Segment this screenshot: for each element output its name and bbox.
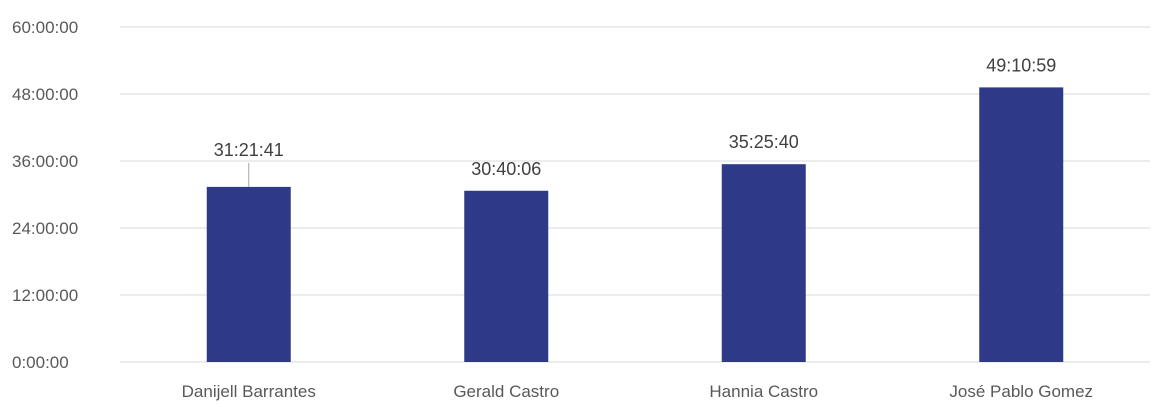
data-label: 49:10:59: [986, 55, 1056, 75]
bar: [979, 87, 1064, 363]
data-label: 30:40:06: [471, 159, 541, 179]
data-labels: 31:21:41 30:40:06 35:25:40 49:10:59: [214, 55, 1056, 187]
bars: [206, 87, 1064, 363]
gridlines: [120, 26, 1150, 363]
bar: [206, 186, 291, 362]
y-tick-label: 0:00:00: [12, 353, 69, 372]
y-tick-label: 48:00:00: [12, 85, 78, 104]
bar: [721, 164, 806, 362]
category-label: Gerald Castro: [453, 382, 559, 401]
category-label: Hannia Castro: [709, 382, 818, 401]
data-label: 31:21:41: [214, 140, 284, 160]
data-label: 35:25:40: [729, 132, 799, 152]
y-tick-label: 36:00:00: [12, 152, 78, 171]
y-tick-label: 60:00:00: [12, 18, 78, 37]
category-label: José Pablo Gomez: [949, 382, 1093, 401]
y-tick-label: 24:00:00: [12, 219, 78, 238]
category-label: Danijell Barrantes: [182, 382, 316, 401]
y-axis-tick-labels: 0:00:00 12:00:00 24:00:00 36:00:00 48:00:00 6…: [12, 18, 78, 372]
category-labels: Danijell Barrantes Gerald Castro Hannia Ca…: [182, 382, 1093, 401]
bar: [464, 190, 549, 362]
y-tick-label: 12:00:00: [12, 286, 78, 305]
